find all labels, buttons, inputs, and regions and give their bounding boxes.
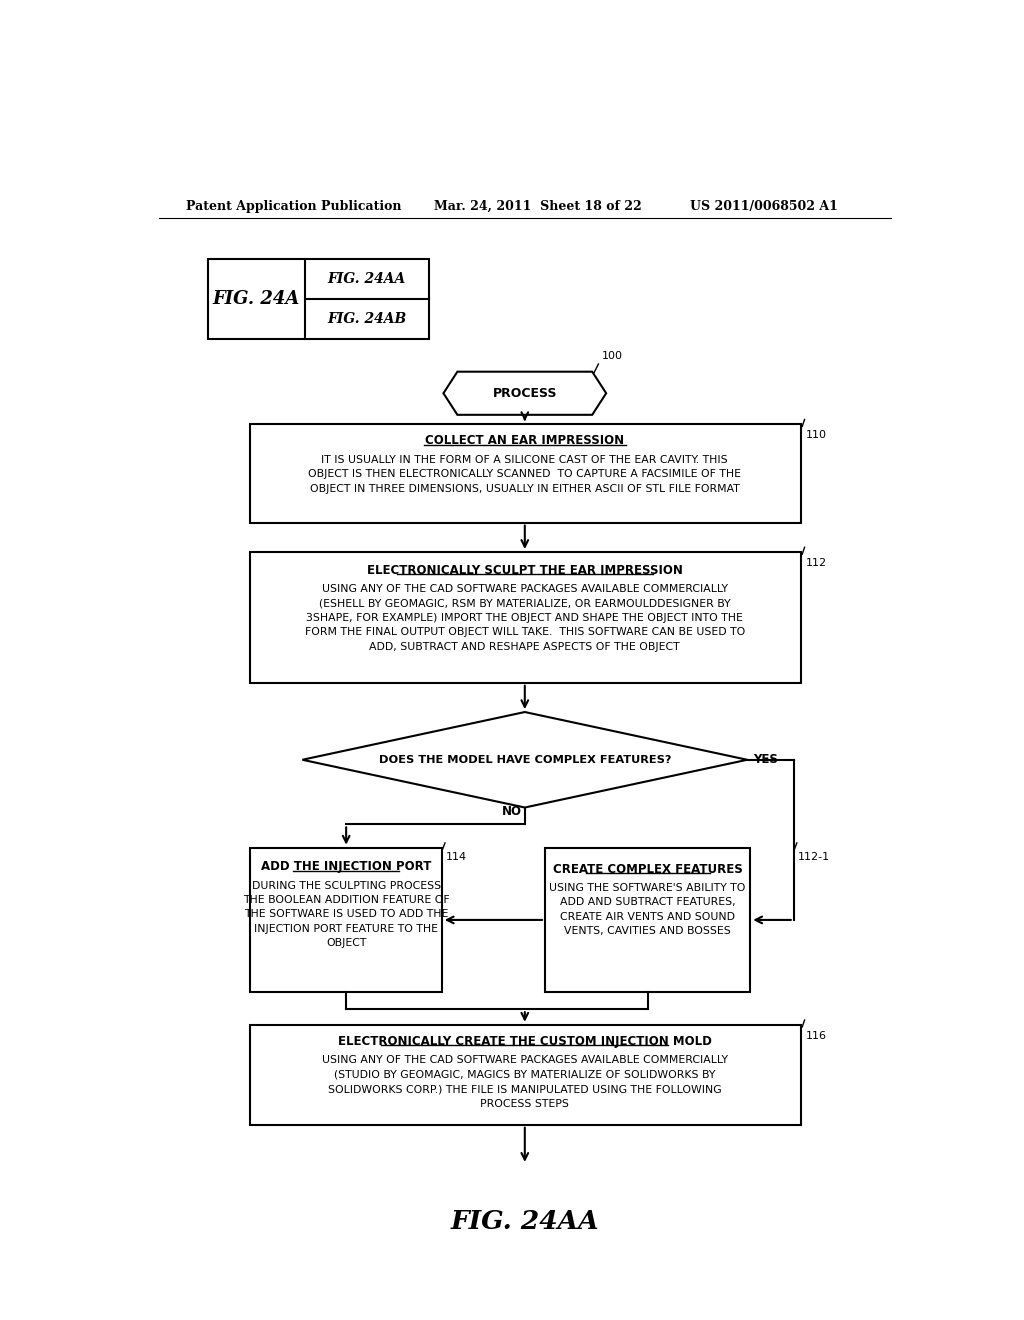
Text: ADD THE INJECTION PORT: ADD THE INJECTION PORT xyxy=(261,861,431,874)
Text: NO: NO xyxy=(502,805,521,818)
Text: FIG. 24AA: FIG. 24AA xyxy=(328,272,406,285)
Bar xyxy=(251,552,801,682)
Text: US 2011/0068502 A1: US 2011/0068502 A1 xyxy=(690,199,838,213)
Polygon shape xyxy=(302,711,748,808)
Text: ELECTRONICALLY SCULPT THE EAR IMPRESSION: ELECTRONICALLY SCULPT THE EAR IMPRESSION xyxy=(367,564,683,577)
Bar xyxy=(251,847,442,993)
Text: FIG. 24A: FIG. 24A xyxy=(213,290,300,308)
Text: USING THE SOFTWARE'S ABILITY TO
ADD AND SUBTRACT FEATURES,
CREATE AIR VENTS AND : USING THE SOFTWARE'S ABILITY TO ADD AND … xyxy=(550,883,745,936)
Text: PROCESS: PROCESS xyxy=(493,387,557,400)
Bar xyxy=(251,1024,801,1125)
Text: COLLECT AN EAR IMPRESSION: COLLECT AN EAR IMPRESSION xyxy=(425,434,625,447)
Text: 114: 114 xyxy=(445,853,467,862)
Bar xyxy=(208,259,429,339)
Text: FIG. 24AB: FIG. 24AB xyxy=(328,312,407,326)
Text: 112: 112 xyxy=(805,558,826,568)
Text: 100: 100 xyxy=(601,351,623,360)
Text: DOES THE MODEL HAVE COMPLEX FEATURES?: DOES THE MODEL HAVE COMPLEX FEATURES? xyxy=(379,755,671,764)
Text: USING ANY OF THE CAD SOFTWARE PACKAGES AVAILABLE COMMERCIALLY
(ESHELL BY GEOMAGI: USING ANY OF THE CAD SOFTWARE PACKAGES A… xyxy=(305,585,744,652)
Text: 112-1: 112-1 xyxy=(798,853,829,862)
Text: FIG. 24AA: FIG. 24AA xyxy=(451,1209,599,1234)
Bar xyxy=(545,847,751,993)
Text: 110: 110 xyxy=(805,430,826,440)
Text: IT IS USUALLY IN THE FORM OF A SILICONE CAST OF THE EAR CAVITY. THIS
OBJECT IS T: IT IS USUALLY IN THE FORM OF A SILICONE … xyxy=(308,455,741,494)
Text: DURING THE SCULPTING PROCESS
THE BOOLEAN ADDITION FEATURE OF
THE SOFTWARE IS USE: DURING THE SCULPTING PROCESS THE BOOLEAN… xyxy=(243,880,450,948)
Text: Patent Application Publication: Patent Application Publication xyxy=(186,199,401,213)
Text: USING ANY OF THE CAD SOFTWARE PACKAGES AVAILABLE COMMERCIALLY
(STUDIO BY GEOMAGI: USING ANY OF THE CAD SOFTWARE PACKAGES A… xyxy=(322,1056,728,1109)
Text: Mar. 24, 2011  Sheet 18 of 22: Mar. 24, 2011 Sheet 18 of 22 xyxy=(434,199,642,213)
Text: YES: YES xyxy=(754,754,778,767)
Text: 116: 116 xyxy=(805,1031,826,1040)
Bar xyxy=(251,424,801,523)
Text: CREATE COMPLEX FEATURES: CREATE COMPLEX FEATURES xyxy=(553,862,742,875)
Text: ELECTRONICALLY CREATE THE CUSTOM INJECTION MOLD: ELECTRONICALLY CREATE THE CUSTOM INJECTI… xyxy=(338,1035,712,1048)
Polygon shape xyxy=(443,372,606,414)
